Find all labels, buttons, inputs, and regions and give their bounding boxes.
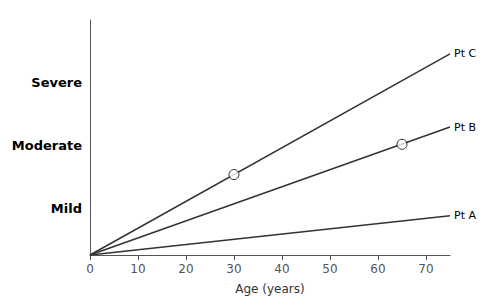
svg-text:40: 40 (274, 262, 289, 276)
svg-text:70: 70 (418, 262, 433, 276)
svg-text:30: 30 (226, 262, 241, 276)
svg-text:20: 20 (178, 262, 193, 276)
svg-text:Pt A: Pt A (454, 209, 476, 222)
svg-text:Moderate: Moderate (12, 138, 82, 153)
svg-text:50: 50 (322, 262, 337, 276)
svg-text:Pt C: Pt C (454, 47, 476, 60)
svg-text:Severe: Severe (31, 75, 82, 90)
svg-text:10: 10 (130, 262, 145, 276)
svg-text:Age (years): Age (years) (235, 282, 304, 296)
svg-text:Pt B: Pt B (454, 121, 476, 134)
svg-text:0: 0 (86, 262, 94, 276)
svg-text:Mild: Mild (51, 201, 82, 216)
svg-text:60: 60 (370, 262, 385, 276)
